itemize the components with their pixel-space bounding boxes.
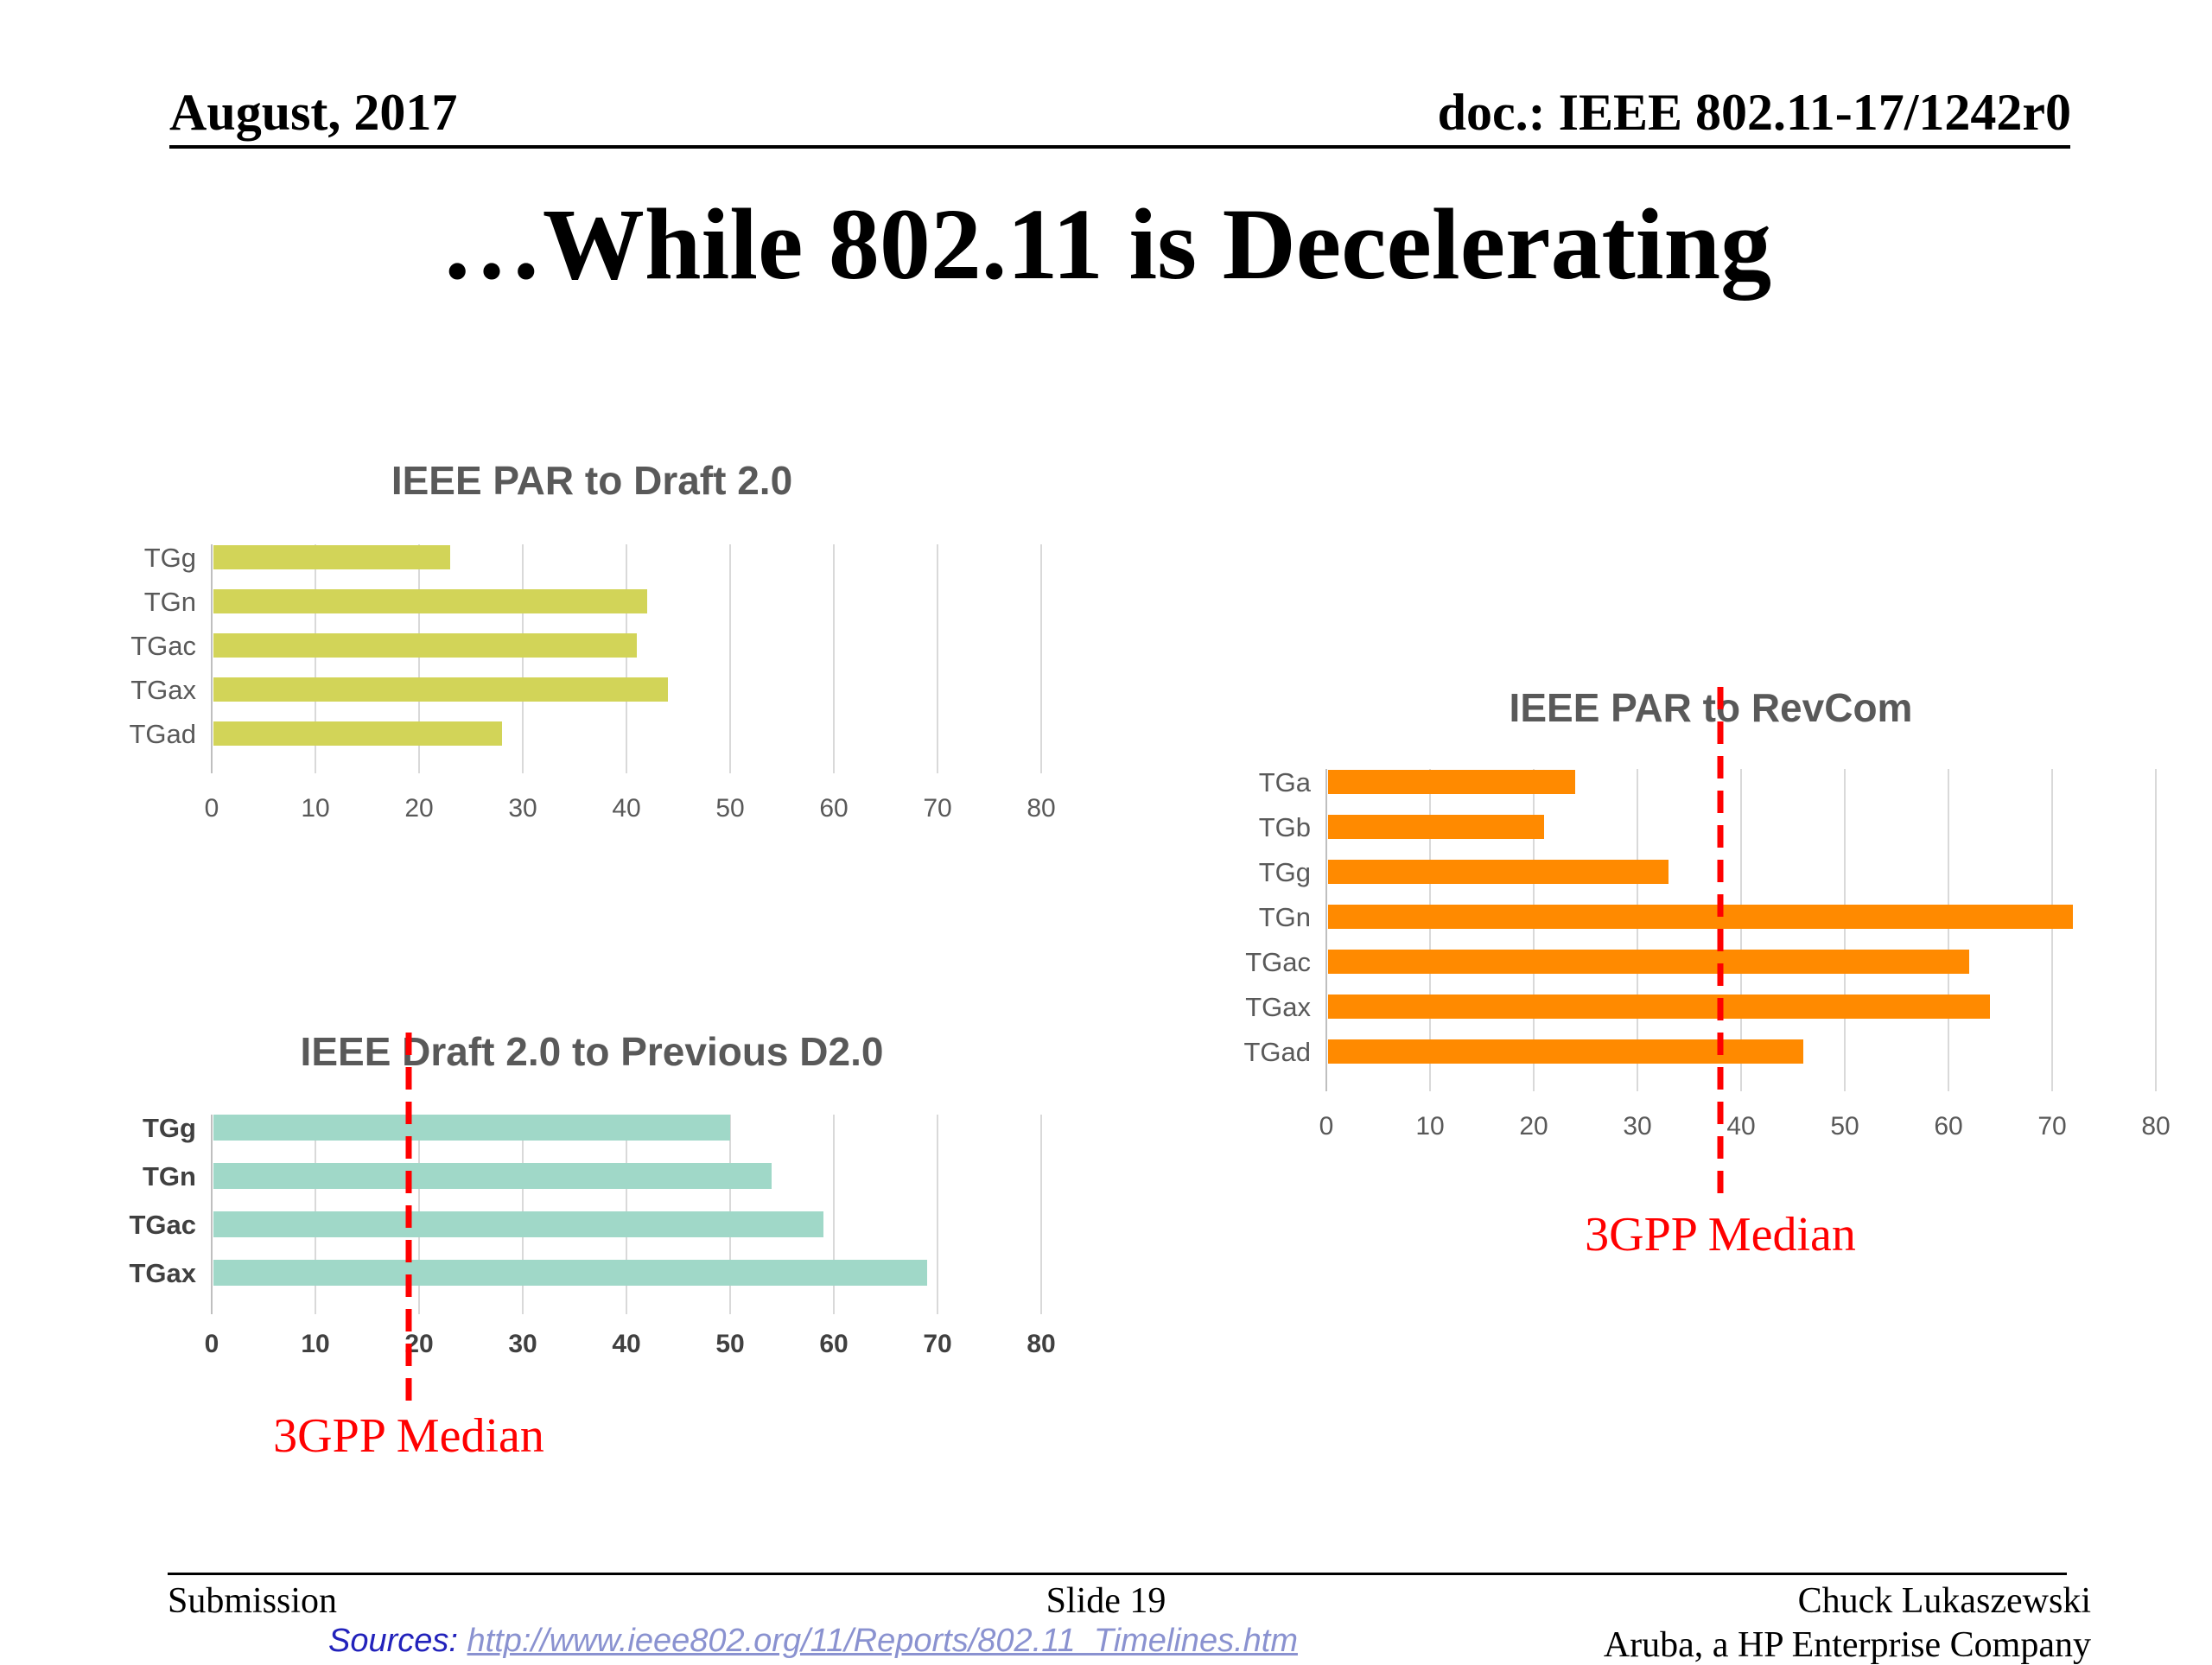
- sources-label: Sources:: [328, 1623, 458, 1659]
- category-label: TGg: [144, 543, 196, 573]
- bar: [1328, 770, 1575, 794]
- x-tick-label: 40: [1726, 1112, 1755, 1141]
- x-tick-label: 20: [1519, 1112, 1548, 1141]
- chart-title: IEEE PAR to RevCom: [1510, 685, 1913, 730]
- category-label: TGac: [129, 1210, 196, 1240]
- footer-slide-number: Slide 19: [1046, 1581, 1166, 1621]
- chart-par-to-revcom: IEEE PAR to RevCom 0 10 20 30 40 50 60 70 80 TGa TG…: [1243, 685, 2170, 1261]
- bar: [213, 1211, 823, 1237]
- x-tick-label: 30: [508, 1330, 537, 1358]
- chart-par-to-draft: IEEE PAR to Draft 2.0 0 10 20 30 40 50 60 70 80 TG…: [129, 458, 1055, 823]
- bar: [1328, 1039, 1803, 1064]
- x-tick-label: 0: [1319, 1112, 1334, 1141]
- x-tick-label: 10: [301, 1330, 329, 1358]
- category-label: TGn: [143, 1161, 196, 1192]
- x-tick-label: 60: [819, 1330, 848, 1358]
- category-label: TGg: [1259, 857, 1311, 887]
- category-label: TGg: [143, 1113, 196, 1143]
- x-tick-label: 80: [2141, 1112, 2170, 1141]
- category-label: TGb: [1259, 812, 1311, 842]
- category-label: TGa: [1259, 767, 1312, 798]
- x-tick-label: 70: [923, 1330, 951, 1358]
- bar: [1328, 950, 1969, 974]
- x-tick-label: 30: [508, 794, 537, 823]
- chart-title: IEEE Draft 2.0 to Previous D2.0: [301, 1029, 884, 1074]
- category-label: TGax: [130, 675, 196, 705]
- category-label: TGad: [1243, 1037, 1311, 1067]
- category-label: TGn: [1259, 902, 1311, 932]
- bar: [1328, 905, 2073, 929]
- x-tick-label: 60: [1934, 1112, 1962, 1141]
- footer-submission: Submission: [168, 1581, 338, 1621]
- x-tick-label: 50: [1830, 1112, 1859, 1141]
- bar: [213, 677, 668, 702]
- category-label: TGax: [129, 1258, 196, 1288]
- sources-link[interactable]: http://www.ieee802.org/11/Reports/802.11…: [467, 1623, 1298, 1659]
- bar: [213, 545, 450, 569]
- x-tick-label: 80: [1027, 1330, 1055, 1358]
- category-label: TGac: [1245, 947, 1311, 977]
- bar: [213, 1260, 927, 1286]
- x-tick-label: 30: [1623, 1112, 1651, 1141]
- x-tick-label: 50: [715, 794, 744, 823]
- x-tick-label: 70: [923, 794, 951, 823]
- header-date: August, 2017: [169, 84, 458, 141]
- sources-note: Sources: http://www.ieee802.org/11/Repor…: [328, 1623, 1298, 1660]
- bar: [213, 589, 647, 613]
- x-tick-label: 70: [2037, 1112, 2066, 1141]
- x-tick-label: 20: [404, 794, 433, 823]
- x-tick-label: 10: [1415, 1112, 1444, 1141]
- category-label: TGac: [130, 631, 196, 661]
- chart-title: IEEE PAR to Draft 2.0: [391, 458, 792, 503]
- chart-draft-to-previous-d2: IEEE Draft 2.0 to Previous D2.00 10 20 30 40…: [129, 1029, 1055, 1463]
- footer-author: Chuck Lukaszewski: [1797, 1581, 2091, 1621]
- category-label: TGax: [1245, 992, 1311, 1022]
- x-tick-label: 80: [1027, 794, 1055, 823]
- x-tick-label: 50: [715, 1330, 744, 1358]
- x-tick-label: 10: [301, 794, 329, 823]
- median-reference-label: 3GPP Median: [1585, 1208, 1856, 1261]
- footer-company: Aruba, a HP Enterprise Company: [1603, 1625, 2091, 1665]
- bar: [1328, 995, 1990, 1019]
- bar: [1328, 815, 1544, 839]
- median-reference-label: 3GPP Median: [273, 1409, 544, 1463]
- bar: [213, 1115, 730, 1141]
- bar: [213, 721, 502, 746]
- x-tick-label: 0: [205, 1330, 219, 1358]
- x-tick-label: 0: [205, 794, 219, 823]
- x-tick-label: 40: [612, 794, 640, 823]
- category-label: TGad: [129, 719, 196, 749]
- footer-rule: [168, 1573, 2067, 1575]
- bar: [213, 1163, 772, 1189]
- x-tick-label: 60: [819, 794, 848, 823]
- bar: [1328, 860, 1669, 884]
- category-label: TGn: [144, 587, 196, 617]
- header-rule: [169, 145, 2070, 149]
- slide-title: …While 802.11 is Decelerating: [440, 187, 1772, 301]
- header-doc-id: doc.: IEEE 802.11-17/1242r0: [1437, 84, 2071, 141]
- x-tick-label: 40: [612, 1330, 640, 1358]
- bar: [213, 633, 637, 658]
